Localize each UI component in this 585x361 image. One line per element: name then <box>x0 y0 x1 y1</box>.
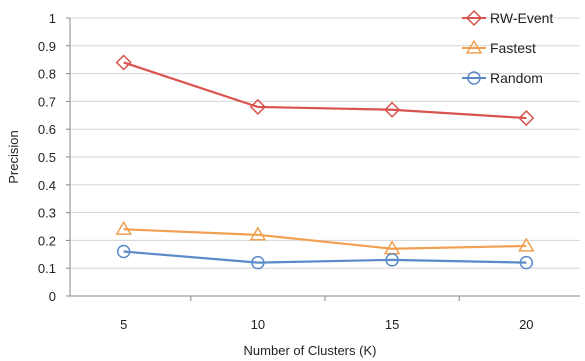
x-tick-label: 15 <box>385 317 399 332</box>
y-tick-label: 0.4 <box>38 178 56 193</box>
data-point <box>518 110 535 127</box>
legend-swatch-marker <box>465 9 483 27</box>
x-tick-label: 5 <box>120 317 127 332</box>
series-line <box>123 61 527 120</box>
x-tick-label: 10 <box>251 317 265 332</box>
legend-swatch-marker <box>465 39 483 54</box>
legend-swatch-marker <box>467 71 481 85</box>
data-point <box>384 101 401 118</box>
series-random <box>116 244 534 270</box>
legend-item: RW-Event <box>462 9 553 27</box>
data-point <box>115 54 132 71</box>
y-tick-labels: 0 0.1 0.2 0.3 0.4 0.5 0.6 0.7 0.8 0.9 1 <box>38 11 56 304</box>
y-tick-label: 0.1 <box>38 261 56 276</box>
legend-label: Random <box>490 70 543 86</box>
y-tick-label: 0.2 <box>38 233 56 248</box>
series-line <box>123 228 527 250</box>
series-lines <box>115 54 535 270</box>
series-fastest <box>115 220 535 255</box>
legend-item: Fastest <box>462 39 536 56</box>
data-point <box>116 244 131 259</box>
y-tick-label: 0 <box>49 289 56 304</box>
grid-lines <box>70 17 580 269</box>
data-point <box>249 98 266 116</box>
legend-label: RW-Event <box>490 10 553 26</box>
y-tick-label: 0.5 <box>38 150 56 165</box>
axes <box>66 17 580 301</box>
x-tick-labels: 5 10 15 20 <box>120 317 533 332</box>
y-tick-label: 0.9 <box>38 39 56 54</box>
y-tick-label: 0.7 <box>38 94 56 109</box>
data-point <box>519 255 534 270</box>
data-point <box>249 226 267 241</box>
legend-item: Random <box>462 70 543 86</box>
data-point <box>385 253 399 267</box>
y-axis-label: Precision <box>6 130 21 183</box>
legend: RW-Event Fastest Random <box>462 9 553 86</box>
legend-label: Fastest <box>490 40 536 56</box>
series-rw-event <box>115 54 535 127</box>
y-tick-label: 0.8 <box>38 67 56 82</box>
y-tick-label: 1 <box>49 11 56 26</box>
y-tick-label: 0.3 <box>38 206 56 221</box>
data-point <box>115 220 132 235</box>
x-axis-label: Number of Clusters (K) <box>244 343 377 358</box>
x-tick-label: 20 <box>519 317 533 332</box>
y-tick-label: 0.6 <box>38 122 56 137</box>
series-line <box>123 250 527 264</box>
data-point <box>518 237 535 252</box>
data-point <box>251 255 265 270</box>
